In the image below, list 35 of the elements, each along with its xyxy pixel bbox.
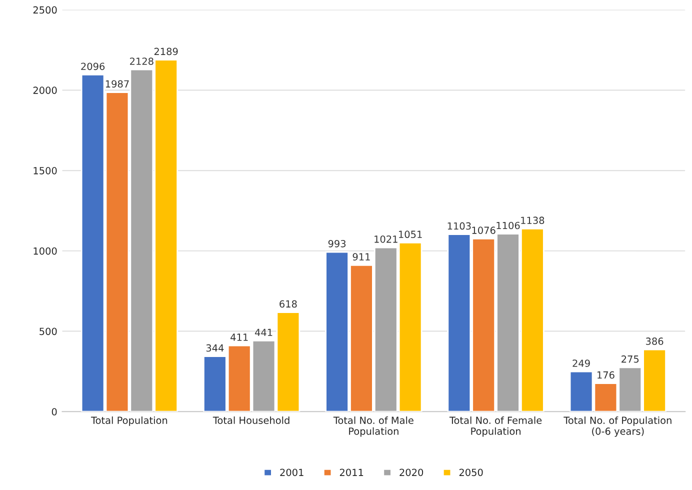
data-label: 176 <box>597 371 614 379</box>
data-label: 275 <box>622 355 639 363</box>
x-tick-label: Total No. of Male Population <box>333 416 414 437</box>
data-label: 441 <box>254 328 272 336</box>
y-tick-label: 2000 <box>33 86 57 94</box>
data-label: 911 <box>352 253 370 261</box>
data-label: 1051 <box>399 230 422 238</box>
data-label: 993 <box>328 240 346 248</box>
y-tick-label: 500 <box>40 328 57 336</box>
y-tick-label: 1500 <box>34 167 57 174</box>
data-label: 2096 <box>81 62 105 70</box>
data-label: 386 <box>646 338 664 345</box>
data-label: 1076 <box>472 226 496 234</box>
data-label: 2189 <box>154 48 178 56</box>
data-label: 1103 <box>448 222 471 230</box>
y-tick-label: 0 <box>52 408 57 416</box>
data-label: 344 <box>206 344 224 352</box>
legend-label: 2001 <box>280 468 304 476</box>
y-tick-label: 1000 <box>34 247 57 255</box>
data-label: 1106 <box>496 222 520 230</box>
data-label: 1021 <box>374 235 398 243</box>
legend-label: 2020 <box>400 468 424 476</box>
data-label: 618 <box>280 300 297 308</box>
x-tick-label: Total Population <box>90 416 168 426</box>
x-tick-label: Total Household <box>212 416 290 424</box>
data-label: 1138 <box>521 216 544 224</box>
x-tick-label: Total No. of Population (0-6 years) <box>564 416 672 437</box>
data-label: 249 <box>572 360 590 367</box>
legend-label: 2050 <box>459 468 483 476</box>
data-label: 1987 <box>106 80 129 88</box>
legend-label: 2011 <box>340 468 364 476</box>
data-label: 411 <box>230 334 248 341</box>
x-tick-label: Total No. of Female Population <box>449 416 542 437</box>
data-label: 2128 <box>130 58 154 65</box>
y-tick-label: 2500 <box>33 6 57 14</box>
